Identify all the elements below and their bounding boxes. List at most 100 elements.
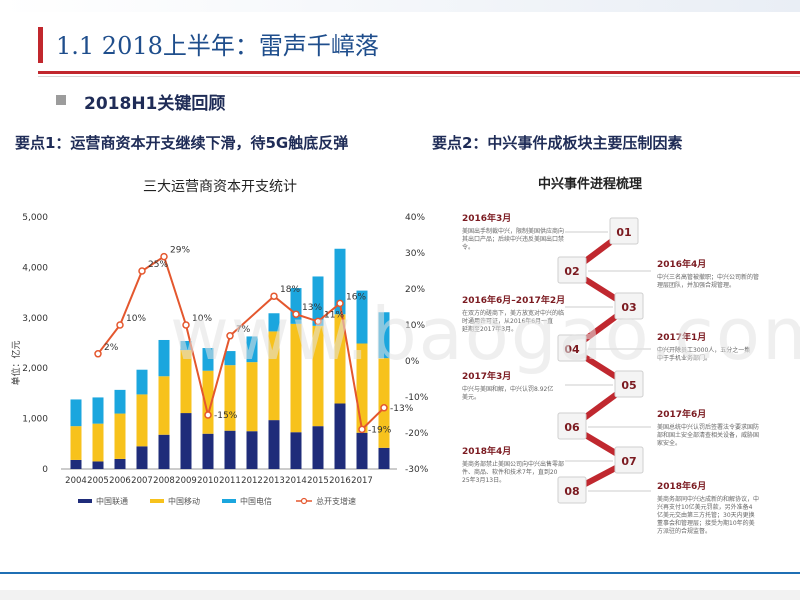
bar-中国联通-2008 <box>158 434 170 469</box>
y2-tick-label: -10% <box>405 393 429 403</box>
section-heading: 2018H1关键回顾 <box>84 94 226 114</box>
timeline-number-box <box>557 476 587 504</box>
x-tick-label: 2010 <box>197 476 219 486</box>
bar-中国移动-2009 <box>180 350 192 414</box>
bar-中国电信-2012 <box>246 336 258 363</box>
x-tick-label: 2006 <box>109 476 131 486</box>
timeline-number-box <box>614 292 644 320</box>
key-point-1: 要点1：运营商资本开支继续下滑，待5G触底反弹 <box>15 134 349 152</box>
timeline-text: 美国出手制裁中兴，限制美国供应商向 <box>462 227 564 235</box>
growth-point <box>182 321 190 329</box>
legend-label: 中国联通 <box>96 496 128 506</box>
x-tick-label: 2007 <box>131 476 153 486</box>
growth-label: 10% <box>126 314 146 324</box>
x-tick-label: 2016 <box>329 476 351 486</box>
bar-中国电信-2015 <box>312 276 324 326</box>
bar-中国电信-2004 <box>70 399 82 427</box>
timeline-text: 美元。 <box>462 393 480 401</box>
x-tick-label: 2008 <box>153 476 175 486</box>
growth-label: 29% <box>170 246 190 256</box>
growth-label: 2% <box>104 343 119 353</box>
section-bullet-square <box>56 95 66 105</box>
timeline-number: 02 <box>564 265 579 278</box>
bar-中国联通-2017 <box>356 432 368 469</box>
bar-中国联通-2005 <box>92 461 104 469</box>
growth-point <box>116 321 124 329</box>
bar-中国移动-2008 <box>158 376 170 435</box>
legend-label: 中国移动 <box>168 496 200 506</box>
timeline-date: 2016年4月 <box>657 258 706 270</box>
bar-中国电信-2010 <box>202 348 214 371</box>
bar-中国电信-2008 <box>158 339 170 377</box>
y-tick-label: 1,000 <box>22 415 48 425</box>
growth-label: 25% <box>148 260 168 270</box>
bar-中国电信-2016 <box>334 248 346 315</box>
bar-中国移动-2010 <box>202 370 214 434</box>
y-tick-label: 5,000 <box>22 213 48 223</box>
legend-swatch-中国联通 <box>78 499 92 503</box>
timeline-number-box <box>557 256 587 284</box>
timeline-text: 件、商品、软件和技术7年，直到20 <box>462 468 558 476</box>
timeline-text: 中兴与美国和解，中兴认罚8.92亿 <box>462 385 553 393</box>
zte-timeline: 01 2016年3月美国出手制裁中兴，限制美国供应商向其出口产品；后续中兴违反美国… <box>462 212 759 535</box>
legend-swatch-中国电信 <box>222 499 236 503</box>
y2-tick-label: 10% <box>405 321 425 331</box>
growth-point <box>94 350 102 358</box>
timeline-number: 04 <box>564 343 580 356</box>
timeline-number: 08 <box>564 485 579 498</box>
growth-label: 18% <box>280 285 300 295</box>
bar-中国移动-2015 <box>312 325 324 427</box>
x-tick-label: 2009 <box>175 476 197 486</box>
legend-label: 中国电信 <box>240 496 272 506</box>
growth-label: 16% <box>346 292 366 302</box>
bar-中国电信-2006 <box>114 389 126 414</box>
y2-tick-label: -20% <box>405 429 429 439</box>
bar-中国联通-2015 <box>312 426 324 469</box>
title-divider-shadow <box>38 76 800 77</box>
timeline-text: 美国总统中兴认罚后签署法令要求国防 <box>657 423 759 431</box>
top-gradient-bar <box>0 0 800 12</box>
growth-label: 7% <box>236 325 251 335</box>
y-tick-label: 2,000 <box>22 364 48 374</box>
growth-point <box>336 299 344 308</box>
y2-tick-label: 30% <box>405 249 425 259</box>
y2-tick-label: 40% <box>405 213 425 223</box>
bar-中国电信-2014 <box>290 288 302 324</box>
watermark: www.baogao.com <box>170 292 800 376</box>
timeline-number-box <box>614 446 644 474</box>
bar-中国联通-2007 <box>136 446 148 469</box>
x-tick-label: 2015 <box>307 476 329 486</box>
timeline-number: 06 <box>564 421 580 434</box>
timeline-text: 延期至2017年3月。 <box>462 325 517 333</box>
growth-point <box>358 425 366 434</box>
timeline-date: 2017年6月 <box>657 408 706 420</box>
bar-中国电信-2013 <box>268 313 280 332</box>
timeline-text: 亿美元交由第三方托管；30天内更换 <box>657 511 755 519</box>
timeline-text: 中于手机业务部门。 <box>657 354 711 362</box>
bar-中国移动-2005 <box>92 423 104 462</box>
key-point-2: 要点2：中兴事件成板块主要压制因素 <box>432 134 683 152</box>
timeline-step-07: 07 2018年4月美商务部禁止美国公司向中兴出售零部件、商品、软件和技术7年，直… <box>462 445 644 484</box>
timeline-step-08: 08 2018年6月美商务部同中兴达成新的和解协议，中兴再支付10亿美元罚款，另外… <box>557 476 759 535</box>
bar-中国移动-2014 <box>290 323 302 433</box>
timeline-number: 07 <box>621 455 636 468</box>
growth-label: -13% <box>390 404 414 414</box>
growth-label: 11% <box>324 310 344 320</box>
bar-中国联通-2009 <box>180 413 192 469</box>
timeline-date: 2017年1月 <box>657 331 706 343</box>
legend-marker-growth <box>300 497 308 505</box>
bar-中国移动-2018E <box>378 358 390 448</box>
timeline-date: 2016年6月–2017年2月 <box>462 294 565 306</box>
bar-中国联通-2013 <box>268 420 280 469</box>
bar-中国联通-2011 <box>224 430 236 469</box>
growth-point <box>270 292 278 300</box>
x-tick-label: 2011 <box>219 476 241 486</box>
bar-中国联通-2014 <box>290 432 302 469</box>
timeline-text: 部和国土安全部清查相关设备，威胁国 <box>657 431 759 439</box>
chart-title: 三大运营商资本开支统计 <box>143 179 297 195</box>
bar-中国移动-2004 <box>70 426 82 460</box>
growth-label: -19% <box>368 425 392 435</box>
timeline-text: 时通用许可证，从2016年6月一直 <box>462 317 553 325</box>
